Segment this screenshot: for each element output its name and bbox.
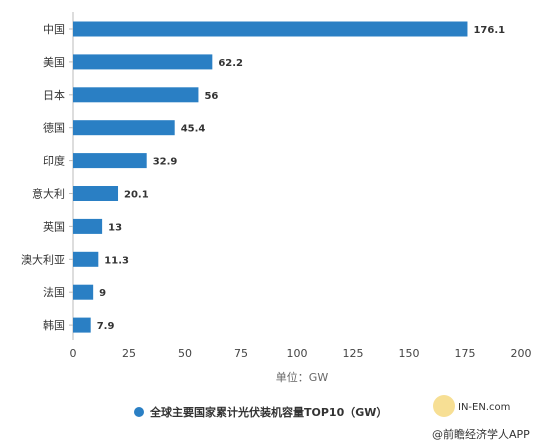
bar [73,21,468,37]
bar [73,54,213,70]
bar [73,87,199,103]
data-label: 13 [108,222,122,233]
x-tick-label: 25 [122,347,136,360]
x-tick-label: 50 [178,347,192,360]
category-label: 德国 [43,121,65,135]
category-label: 中国 [43,23,65,36]
bar [73,120,175,136]
category-label: 英国 [43,219,65,233]
data-label: 20.1 [124,190,149,201]
data-label: 11.3 [104,255,129,266]
x-axis-title: 单位：GW [276,370,329,384]
data-label: 176.1 [473,25,505,36]
x-tick-label: 150 [399,347,420,360]
chart-axes [69,12,74,340]
bar-series [73,21,468,333]
bar [73,218,103,234]
sun-logo-icon [433,395,455,417]
x-tick-label: 75 [234,347,248,360]
category-label: 意大利 [32,187,65,201]
category-label: 法国 [43,285,65,299]
watermark-logo: IN-EN.com @前瞻经济学人APP [432,395,530,441]
watermark-site: IN-EN.com [458,402,510,413]
watermark-source: @前瞻经济学人APP [432,427,530,441]
legend-marker [134,407,144,417]
x-tick-label: 125 [343,347,364,360]
bar [73,284,94,300]
bar [73,153,147,169]
category-label: 日本 [43,88,65,102]
data-label: 32.9 [153,157,178,168]
data-label: 62.2 [218,58,243,69]
category-label: 美国 [43,56,65,69]
legend: 全球主要国家累计光伏装机容量TOP10（GW） [134,405,387,419]
data-label: 7.9 [97,321,115,332]
x-tick-label: 175 [455,347,476,360]
data-label: 56 [204,91,218,102]
legend-label: 全球主要国家累计光伏装机容量TOP10（GW） [149,405,387,419]
x-tick-label: 0 [70,347,77,360]
x-tick-label: 100 [287,347,308,360]
data-labels: 176.1 62.2 56 45.4 32.9 20.1 13 11.3 9 7.9 [97,25,505,332]
bar [73,251,99,267]
x-tick-label: 200 [511,347,532,360]
category-label: 韩国 [43,318,65,332]
x-tick-labels: 0 25 50 75 100 125 150 175 200 [70,347,532,360]
bar [73,186,119,201]
category-label: 澳大利亚 [21,252,65,266]
category-label: 印度 [43,154,65,168]
data-label: 9 [99,288,106,299]
bar [73,317,91,333]
data-label: 45.4 [181,124,206,135]
